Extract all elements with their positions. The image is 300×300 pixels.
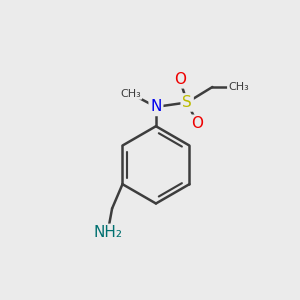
Text: S: S bbox=[182, 95, 192, 110]
Text: CH₃: CH₃ bbox=[228, 82, 249, 92]
Text: O: O bbox=[174, 72, 186, 87]
Text: CH₃: CH₃ bbox=[120, 88, 141, 98]
Text: O: O bbox=[192, 116, 204, 131]
Text: NH₂: NH₂ bbox=[93, 225, 122, 240]
Text: N: N bbox=[150, 99, 162, 114]
